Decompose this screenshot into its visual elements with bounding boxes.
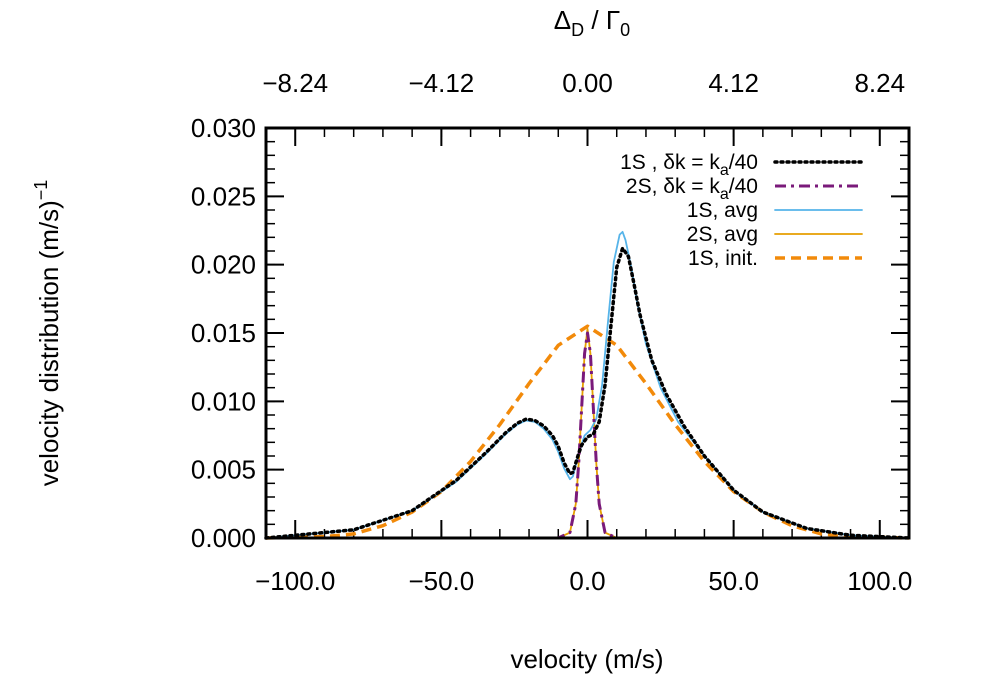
series-line-0 bbox=[264, 246, 911, 540]
legend-label-sub: a bbox=[720, 162, 729, 179]
y-tick-label: 0.005 bbox=[191, 455, 256, 485]
y-tick-label: 0.000 bbox=[191, 523, 256, 553]
x-tick-label: 100.0 bbox=[847, 566, 912, 596]
series-line-1 bbox=[266, 331, 909, 540]
top-tick-label: −4.12 bbox=[408, 68, 474, 98]
y-tick-label: 0.030 bbox=[191, 113, 256, 143]
x-tick-label: 0.0 bbox=[569, 566, 605, 596]
x-axis-label: velocity (m/s) bbox=[510, 644, 663, 674]
axis-ticks: −100.0 −50.0 0.0 50.0 100.0 −8.24 −4.12 0.00 4.1… bbox=[191, 68, 912, 596]
y-axis-label-exponent: −1 bbox=[31, 180, 51, 201]
y-tick-label: 0.010 bbox=[191, 386, 256, 416]
y-tick-label: 0.020 bbox=[191, 250, 256, 280]
legend-label-main: 2S, avg bbox=[687, 223, 758, 246]
legend-label-main: 2S, δk = k bbox=[626, 175, 720, 198]
x-tick-label: −100.0 bbox=[255, 566, 335, 596]
top-axis-label-gamma: / Γ bbox=[584, 5, 620, 35]
legend-label-4: 1S, init. bbox=[688, 247, 758, 270]
plot-area bbox=[264, 230, 911, 540]
legend-label-main: 1S, init. bbox=[688, 247, 758, 270]
legend-label-sub: a bbox=[720, 186, 729, 203]
top-axis-label-sub2: 0 bbox=[620, 20, 630, 40]
top-axis-label-sub1: D bbox=[571, 20, 584, 40]
top-tick-label: −8.24 bbox=[262, 68, 328, 98]
legend-label-main: 1S , δk = k bbox=[620, 151, 720, 174]
top-axis-label-delta: Δ bbox=[554, 5, 571, 35]
top-tick-label: 4.12 bbox=[708, 68, 759, 98]
legend-label-2: 1S, avg bbox=[687, 199, 758, 222]
y-tick-label: 0.025 bbox=[191, 181, 256, 211]
legend-label-0: 1S , δk = ka/40 bbox=[620, 151, 758, 179]
top-axis-label: ΔD / Γ0 bbox=[554, 5, 630, 40]
legend-label-3: 2S, avg bbox=[687, 223, 758, 246]
y-axis-label: velocity distribution (m/s)−1 bbox=[31, 180, 64, 487]
legend-label-tail: /40 bbox=[729, 175, 758, 198]
y-axis-label-main: velocity distribution (m/s) bbox=[34, 200, 64, 486]
series-line-2 bbox=[265, 230, 910, 539]
x-tick-label: −50.0 bbox=[408, 566, 474, 596]
legend-label-1: 2S, δk = ka/40 bbox=[626, 175, 758, 203]
legend-label-main: 1S, avg bbox=[687, 199, 758, 222]
legend-label-tail: /40 bbox=[729, 151, 758, 174]
top-tick-label: 8.24 bbox=[854, 68, 905, 98]
top-tick-label: 0.00 bbox=[562, 68, 613, 98]
y-tick-label: 0.015 bbox=[191, 318, 256, 348]
x-tick-label: 50.0 bbox=[708, 566, 759, 596]
